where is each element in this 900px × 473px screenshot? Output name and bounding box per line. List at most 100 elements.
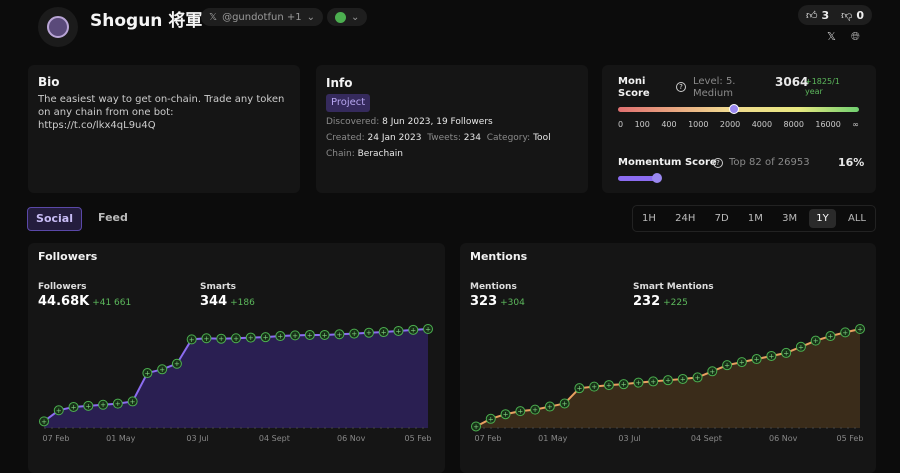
data-point-marker[interactable]: + <box>171 358 182 369</box>
data-point-marker[interactable]: + <box>559 398 570 409</box>
data-point-marker[interactable]: + <box>574 383 585 394</box>
x-tick-label: 07 Feb <box>475 434 502 443</box>
svg-text:+: + <box>159 366 165 374</box>
data-point-marker[interactable]: + <box>378 327 389 338</box>
data-point-marker[interactable]: + <box>544 401 555 412</box>
scale-tick: 0 <box>618 120 624 129</box>
data-point-marker[interactable]: + <box>530 404 541 415</box>
stat-label: Followers <box>38 282 87 292</box>
data-point-marker[interactable]: + <box>781 347 792 358</box>
data-point-marker[interactable]: + <box>304 329 315 340</box>
data-point-marker[interactable]: + <box>766 350 777 361</box>
svg-text:+: + <box>115 400 121 408</box>
chain-icon <box>335 11 346 23</box>
data-point-marker[interactable]: + <box>245 332 256 343</box>
data-point-marker[interactable]: + <box>633 377 644 388</box>
data-point-marker[interactable]: + <box>112 398 123 409</box>
help-icon[interactable]: ? <box>676 82 686 92</box>
timeframe-1m[interactable]: 1M <box>747 213 763 224</box>
data-point-marker[interactable]: + <box>810 335 821 346</box>
tab-social[interactable]: Social <box>27 207 82 231</box>
data-point-marker[interactable]: + <box>290 330 301 341</box>
data-point-marker[interactable]: + <box>201 333 212 344</box>
scale-tick: 100 <box>634 120 650 129</box>
data-point-marker[interactable]: + <box>98 399 109 410</box>
data-point-marker[interactable]: + <box>500 409 511 420</box>
timeframe-selector: 1H 24H 7D 1M 3M 1Y ALL <box>632 205 876 232</box>
data-point-marker[interactable]: + <box>186 334 197 345</box>
data-point-marker[interactable]: + <box>216 333 227 344</box>
timeframe-1y[interactable]: 1Y <box>809 209 836 228</box>
data-point-marker[interactable]: + <box>393 325 404 336</box>
data-point-marker[interactable]: + <box>83 400 94 411</box>
data-point-marker[interactable]: + <box>736 357 747 368</box>
globe-icon[interactable]: 🌐︎ <box>851 30 860 43</box>
svg-text:+: + <box>709 368 715 376</box>
data-point-marker[interactable]: + <box>53 405 64 416</box>
data-point-marker[interactable]: + <box>751 354 762 365</box>
data-point-marker[interactable]: + <box>485 413 496 424</box>
data-point-marker[interactable]: + <box>722 360 733 371</box>
data-point-marker[interactable]: + <box>423 324 433 334</box>
stat-value: 44.68K +41 661 <box>38 294 131 309</box>
data-point-marker[interactable]: + <box>648 376 659 387</box>
timeframe-24h[interactable]: 24H <box>675 213 696 224</box>
area-fill <box>476 329 860 428</box>
logo-icon <box>47 16 69 38</box>
data-point-marker[interactable]: + <box>603 380 614 391</box>
info-card: Info Project Discovered: 8 Jun 2023, 19 … <box>316 65 588 193</box>
svg-text:+: + <box>547 403 553 411</box>
tab-feed[interactable]: Feed <box>98 211 128 224</box>
area-chart: + + + + + + + + + + + + + + + + + + + + + + + + + + +07 Feb 01 May 0… <box>471 324 865 443</box>
x-tick-label: 07 Feb <box>43 434 70 443</box>
data-point-marker[interactable]: + <box>515 406 526 417</box>
data-point-marker[interactable]: + <box>260 332 271 343</box>
timeframe-all[interactable]: ALL <box>848 213 866 224</box>
svg-text:+: + <box>783 349 789 357</box>
stat-value: 323 +304 <box>470 294 525 309</box>
data-point-marker[interactable]: + <box>127 396 138 407</box>
svg-text:+: + <box>322 331 328 339</box>
data-point-marker[interactable]: + <box>692 372 703 383</box>
data-point-marker[interactable]: + <box>363 327 374 338</box>
data-point-marker[interactable]: + <box>157 364 168 375</box>
x-link-icon[interactable]: 𝕏 <box>827 30 836 43</box>
category-badge: Project <box>326 94 371 112</box>
bio-text: The easiest way to get on-chain. Trade a… <box>38 94 285 131</box>
data-point-marker[interactable]: + <box>39 416 49 427</box>
data-point-marker[interactable]: + <box>840 327 851 338</box>
data-point-marker[interactable]: + <box>825 331 836 342</box>
data-point-marker[interactable]: + <box>349 328 360 339</box>
data-point-marker[interactable]: + <box>855 324 865 334</box>
svg-text:+: + <box>410 326 416 334</box>
data-point-marker[interactable]: + <box>334 329 345 340</box>
data-point-marker[interactable]: + <box>319 329 330 340</box>
data-point-marker[interactable]: + <box>677 373 688 384</box>
svg-text:+: + <box>636 379 642 387</box>
data-point-marker[interactable]: + <box>589 381 600 392</box>
svg-text:+: + <box>813 337 819 345</box>
thumbs-up-icon[interactable]: 👍︎ <box>806 8 818 22</box>
data-point-marker[interactable]: + <box>618 379 629 390</box>
stat-value: 344 +186 <box>200 294 255 309</box>
help-icon[interactable]: ? <box>713 158 723 168</box>
data-point-marker[interactable]: + <box>68 401 79 412</box>
data-point-marker[interactable]: + <box>142 368 153 379</box>
handle-dropdown[interactable]: 𝕏 @gundotfun +1 ⌄ <box>201 8 323 26</box>
svg-text:+: + <box>144 370 150 378</box>
data-point-marker[interactable]: + <box>231 333 241 344</box>
data-point-marker[interactable]: + <box>663 375 673 386</box>
chain-dropdown[interactable]: ⌄ <box>327 8 368 26</box>
thumbs-down-icon[interactable]: 👎︎ <box>841 8 853 22</box>
timeframe-3m[interactable]: 3M <box>782 213 798 224</box>
svg-text:+: + <box>798 343 804 351</box>
timeframe-1h[interactable]: 1H <box>642 213 656 224</box>
data-point-marker[interactable]: + <box>408 324 419 335</box>
svg-text:+: + <box>606 382 612 390</box>
data-point-marker[interactable]: + <box>707 366 718 377</box>
data-point-marker[interactable]: + <box>471 421 481 432</box>
data-point-marker[interactable]: + <box>275 331 286 342</box>
timeframe-7d[interactable]: 7D <box>714 213 729 224</box>
svg-text:+: + <box>768 352 774 360</box>
data-point-marker[interactable]: + <box>795 341 806 352</box>
